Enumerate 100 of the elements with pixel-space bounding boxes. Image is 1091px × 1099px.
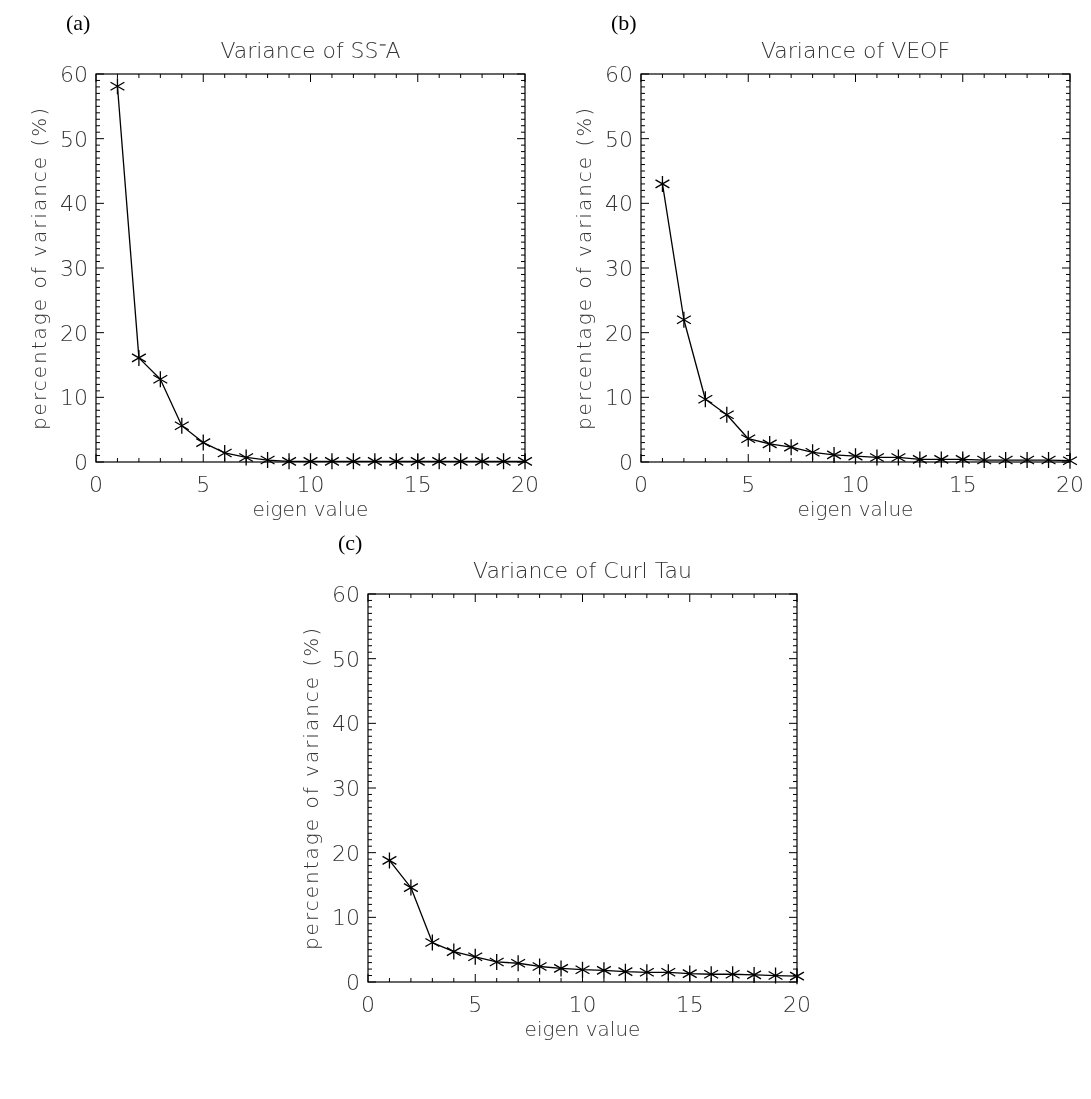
x-axis-title: eigen value bbox=[524, 1017, 641, 1041]
point bbox=[109, 77, 126, 95]
point bbox=[933, 450, 949, 469]
y-tick-label: 30 bbox=[605, 256, 633, 281]
point bbox=[403, 878, 419, 897]
point bbox=[553, 959, 569, 978]
point bbox=[131, 349, 147, 367]
y-tick-label: 30 bbox=[60, 256, 88, 281]
x-tick-label: 5 bbox=[196, 472, 211, 497]
point bbox=[719, 406, 735, 424]
point bbox=[762, 435, 778, 453]
x-axis-title: eigen value bbox=[797, 497, 914, 521]
point bbox=[367, 452, 383, 470]
point bbox=[617, 963, 633, 981]
x-tick-label: 15 bbox=[675, 992, 704, 1017]
y-tick-label: 10 bbox=[332, 905, 360, 931]
point bbox=[345, 452, 361, 470]
point bbox=[217, 444, 233, 462]
y-tick-label: 40 bbox=[605, 191, 633, 217]
point bbox=[532, 957, 548, 976]
x-axis-title: eigen value bbox=[252, 497, 369, 521]
y-tick-label: 0 bbox=[74, 450, 88, 475]
chart-title: Variance of VEOF bbox=[760, 38, 951, 63]
y-tick-label: 30 bbox=[332, 776, 360, 801]
x-tick-label: 10 bbox=[841, 472, 870, 497]
y-tick-label: 10 bbox=[60, 385, 88, 411]
point bbox=[388, 452, 404, 470]
point bbox=[654, 175, 671, 193]
x-tick-label: 20 bbox=[1056, 472, 1084, 497]
text: (a) bbox=[66, 10, 91, 35]
point bbox=[1062, 452, 1078, 470]
point bbox=[703, 965, 719, 983]
y-tick-label: 50 bbox=[332, 646, 360, 672]
y-tick-label: 20 bbox=[332, 840, 360, 866]
y-tick-label: 50 bbox=[605, 126, 633, 152]
y-tick-label: 50 bbox=[60, 126, 88, 152]
point bbox=[869, 448, 885, 467]
point bbox=[740, 430, 756, 448]
point bbox=[474, 452, 490, 470]
y-tick-label: 20 bbox=[605, 320, 633, 346]
point bbox=[260, 451, 276, 469]
chart-title: Variance of Curl Tau bbox=[473, 558, 692, 583]
point bbox=[1040, 451, 1057, 469]
text: (b) bbox=[611, 10, 637, 35]
point bbox=[431, 452, 447, 470]
y-axis-title: percentage of variance (%) bbox=[27, 105, 51, 431]
x-tick-label: 5 bbox=[468, 992, 483, 1017]
point bbox=[574, 961, 591, 979]
point bbox=[890, 448, 906, 467]
point bbox=[955, 450, 971, 469]
y-tick-label: 60 bbox=[605, 62, 633, 87]
point bbox=[639, 963, 655, 981]
point bbox=[152, 370, 168, 388]
y-tick-label: 60 bbox=[332, 582, 360, 607]
x-tick-label: 15 bbox=[948, 472, 977, 497]
point bbox=[847, 447, 864, 465]
y-tick-label: 40 bbox=[332, 711, 360, 737]
point bbox=[725, 965, 741, 983]
x-tick-label: 10 bbox=[296, 472, 325, 497]
chart-title: Variance of SS⁻A bbox=[220, 38, 401, 63]
point bbox=[324, 452, 340, 470]
point bbox=[682, 964, 698, 983]
point bbox=[998, 451, 1014, 469]
point bbox=[767, 966, 784, 985]
point bbox=[174, 417, 190, 435]
x-tick-label: 10 bbox=[568, 992, 597, 1017]
point bbox=[789, 967, 805, 985]
y-tick-label: 40 bbox=[60, 191, 88, 217]
point bbox=[912, 450, 928, 469]
point bbox=[489, 953, 505, 971]
point bbox=[302, 452, 319, 470]
point bbox=[424, 933, 440, 952]
point bbox=[596, 961, 612, 980]
point bbox=[281, 452, 297, 470]
y-tick-label: 60 bbox=[60, 62, 88, 87]
point bbox=[495, 452, 512, 470]
x-tick-label: 20 bbox=[511, 472, 539, 497]
x-tick-label: 15 bbox=[403, 472, 432, 497]
point bbox=[195, 433, 211, 452]
point bbox=[1019, 451, 1035, 469]
point bbox=[446, 942, 462, 961]
point bbox=[697, 390, 713, 408]
point bbox=[783, 438, 799, 456]
point bbox=[976, 451, 992, 469]
text: (c) bbox=[338, 530, 363, 555]
point bbox=[805, 443, 821, 461]
x-tick-label: 5 bbox=[741, 472, 756, 497]
y-axis-title: percentage of variance (%) bbox=[299, 625, 323, 951]
point bbox=[381, 851, 398, 870]
point bbox=[517, 452, 533, 470]
point bbox=[826, 446, 842, 464]
y-tick-label: 20 bbox=[60, 320, 88, 346]
x-tick-label: 20 bbox=[783, 992, 811, 1017]
point bbox=[410, 452, 426, 470]
point bbox=[660, 963, 676, 981]
point bbox=[510, 954, 526, 972]
y-tick-label: 10 bbox=[605, 385, 633, 411]
point bbox=[453, 452, 469, 470]
y-axis-title: percentage of variance (%) bbox=[572, 105, 596, 431]
y-tick-label: 0 bbox=[346, 970, 360, 995]
